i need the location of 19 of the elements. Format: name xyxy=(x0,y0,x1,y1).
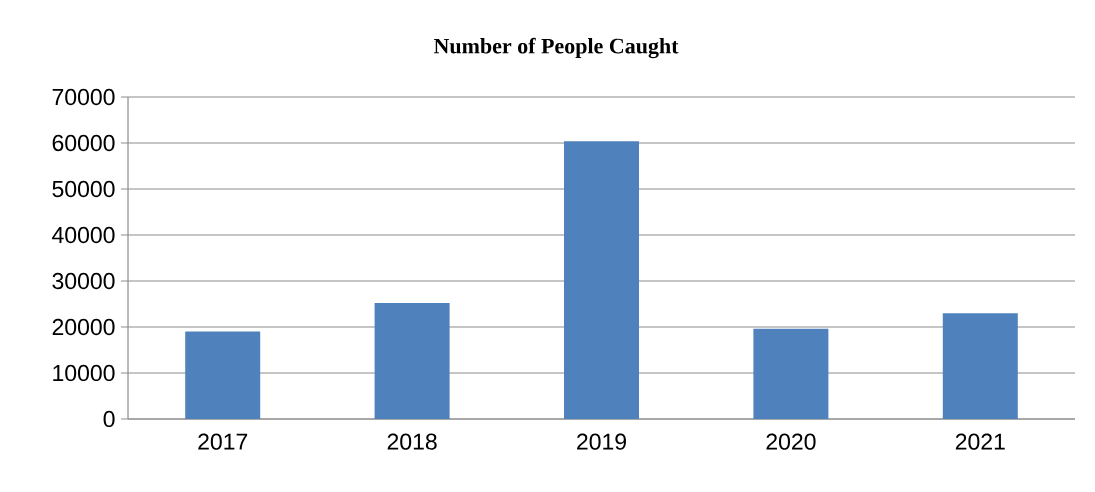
bar xyxy=(942,313,1018,419)
y-tick-label: 70000 xyxy=(52,88,115,106)
y-tick-label: 20000 xyxy=(52,318,115,336)
chart-title: Number of People Caught xyxy=(433,37,679,59)
y-tick-label: 60000 xyxy=(52,134,115,152)
bar xyxy=(564,141,640,419)
x-tick-label: 2017 xyxy=(198,433,248,450)
bar xyxy=(753,328,829,419)
bar xyxy=(185,331,261,419)
x-tick-label: 2018 xyxy=(387,433,437,450)
y-tick-label: 50000 xyxy=(52,180,115,198)
y-tick-label: 30000 xyxy=(52,272,115,290)
x-tick-label: 2020 xyxy=(766,433,816,450)
y-tick-label: 0 xyxy=(103,410,115,428)
bar xyxy=(374,303,450,419)
y-tick-label: 40000 xyxy=(52,226,115,244)
x-tick-label: 2019 xyxy=(577,433,626,450)
y-tick-label: 10000 xyxy=(53,364,115,382)
x-tick-label: 2021 xyxy=(955,433,1005,450)
